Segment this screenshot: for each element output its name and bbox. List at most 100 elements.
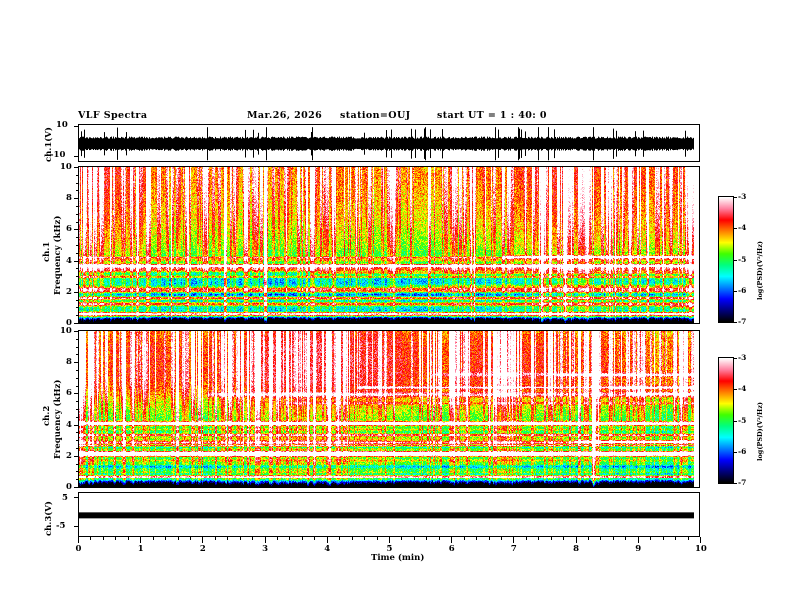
spectrogram-yminor-mark (76, 354, 79, 356)
ch3-wave-ytick-top: 5 (62, 493, 68, 503)
time-tick-mark (700, 537, 701, 543)
time-tick-label: 4 (324, 544, 331, 554)
time-minor-tick (550, 537, 552, 540)
time-tick-label: 3 (262, 544, 269, 554)
colorbar-tick-mark (733, 228, 737, 230)
colorbar-ch1-gradient (718, 196, 734, 323)
station-label: station=OUJ (340, 110, 411, 121)
spectrogram-ytick-label: 2 (66, 450, 72, 461)
waveform-ytick-mark (74, 526, 79, 527)
spectrogram-yminor-mark (76, 338, 79, 340)
time-minor-tick (90, 537, 92, 540)
time-tick-mark (575, 537, 577, 543)
spectrogram-yminor-mark (76, 315, 79, 317)
colorbar-ch2-label: log(PSD)(V²/Hz) (756, 402, 764, 461)
spectrogram-yminor-mark (76, 385, 79, 387)
ch1-waveform-canvas (79, 125, 699, 161)
spectrogram-yminor-mark (76, 182, 79, 184)
spectrogram-yminor-mark (76, 245, 79, 246)
time-minor-tick (600, 537, 602, 540)
spectrogram-yminor-mark (76, 307, 79, 309)
spectrogram-ytick-label: 10 (60, 326, 72, 336)
time-minor-tick (476, 537, 478, 540)
colorbar-tick-label: -6 (738, 446, 747, 456)
time-tick-label: 0 (75, 544, 82, 554)
time-minor-tick (301, 537, 303, 540)
spectrogram-yminor-mark (76, 174, 79, 176)
time-minor-tick (525, 537, 527, 540)
spectrogram-ytick-mark (74, 331, 79, 332)
time-minor-tick (413, 537, 415, 540)
ch1-spectrogram-label-ch: ch.1 (42, 241, 52, 262)
spectrogram-yminor-mark (76, 213, 79, 215)
time-minor-tick (351, 537, 353, 540)
time-tick-mark (513, 537, 515, 543)
time-tick-mark (78, 537, 79, 543)
colorbar-tick-label: -3 (738, 353, 747, 362)
spectrogram-yminor-mark (76, 471, 79, 473)
time-minor-tick (214, 537, 216, 540)
spectrogram-ytick-mark (74, 291, 79, 293)
time-tick-label: 2 (199, 544, 206, 554)
spectrogram-ytick-mark (74, 198, 79, 200)
colorbar-ch1-label: log(PSD)(V²/Hz) (756, 241, 764, 300)
colorbar-tick-label: -3 (738, 192, 747, 201)
waveform-ytick-mark (74, 126, 79, 127)
spectrogram-ytick-label: 2 (66, 286, 72, 297)
spectrogram-yminor-mark (76, 401, 79, 403)
colorbar-ch2 (718, 357, 734, 484)
spectrogram-yminor-mark (76, 346, 79, 348)
spectrogram-yminor-mark (76, 252, 79, 254)
start-ut-label: start UT = 1 : 40: 0 (437, 110, 547, 121)
time-minor-tick (252, 537, 254, 540)
waveform-ytick-mark (74, 497, 79, 498)
spectrogram-yminor-mark (76, 479, 79, 481)
waveform-ytick-mark (74, 156, 79, 157)
ch3-wave-ytick-bottom: -5 (56, 521, 66, 531)
time-tick-mark (637, 537, 639, 543)
time-minor-tick (239, 537, 241, 540)
time-tick-mark (326, 537, 328, 543)
spectrogram-yminor-mark (76, 190, 79, 192)
spectrogram-ytick-mark (74, 487, 79, 488)
spectrogram-ytick-mark (74, 424, 79, 426)
colorbar-ch2-gradient (718, 357, 734, 484)
ch2-spectrogram-canvas (79, 331, 699, 487)
colorbar-tick-mark (733, 259, 737, 261)
spectrogram-yminor-mark (76, 370, 79, 371)
ch1-wave-ytick-top: 10 (56, 120, 68, 130)
spectrogram-yminor-mark (76, 284, 79, 285)
time-minor-tick (588, 537, 590, 540)
time-minor-tick (339, 537, 341, 540)
spectrogram-yminor-mark (76, 299, 79, 301)
spectrogram-ytick-label: 0 (66, 318, 72, 328)
spectrogram-yminor-mark (76, 448, 79, 449)
spectrogram-ytick-label: 4 (66, 255, 72, 266)
time-minor-tick (177, 537, 179, 540)
time-minor-tick (500, 537, 502, 540)
spectrogram-yminor-mark (76, 377, 79, 379)
time-tick-label: 5 (386, 544, 393, 554)
ch3-waveform-panel (78, 492, 700, 537)
time-tick-mark (389, 537, 390, 543)
colorbar-tick-label: -5 (738, 415, 747, 425)
spectrogram-ytick-mark (74, 393, 79, 395)
plot-title: VLF Spectra (78, 110, 148, 121)
ch1-waveform-panel (78, 124, 700, 162)
time-minor-tick (376, 537, 378, 540)
colorbar-ch1 (718, 196, 734, 323)
time-tick-label: 6 (448, 544, 455, 554)
time-minor-tick (625, 537, 627, 540)
ch1-spectrogram-panel (78, 166, 700, 324)
time-minor-tick (165, 537, 167, 540)
time-minor-tick (675, 537, 677, 540)
time-minor-tick (364, 537, 366, 540)
colorbar-tick-mark (733, 451, 737, 453)
time-minor-tick (488, 537, 490, 540)
spectrogram-ytick-label: 10 (60, 162, 72, 172)
ch1-spectrogram-label-freq: Frequency (kHz) (53, 215, 63, 295)
time-minor-tick (563, 537, 565, 540)
colorbar-tick-label: -4 (738, 384, 747, 394)
time-tick-label: 1 (137, 544, 144, 554)
spectrogram-yminor-mark (76, 268, 79, 270)
